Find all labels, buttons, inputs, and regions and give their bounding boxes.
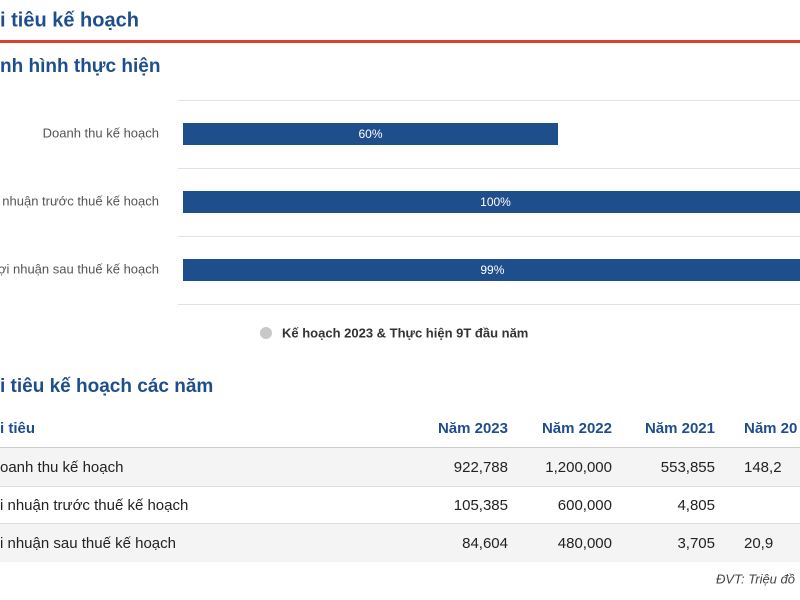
column-header: Năm 2021 [645,420,715,437]
table-cell: i nhuận trước thuế kế hoạch [0,497,188,514]
column-header: Năm 20 [744,420,797,437]
table-cell: 480,000 [558,535,612,552]
table-cell: 600,000 [558,497,612,514]
title-rule [0,40,800,43]
table-cell: 84,604 [462,535,508,552]
table-title: i tiêu kế hoạch các năm [0,376,213,397]
table-cell: oanh thu kế hoạch [0,459,123,476]
row-background [0,448,800,486]
table-cell: 148,2 [744,459,782,476]
chart-title: nh hình thực hiện [0,56,160,77]
bar [183,259,800,281]
bar [183,191,800,213]
legend-label: Kế hoạch 2023 & Thực hiện 9T đầu năm [282,325,528,340]
column-header: i tiêu [0,420,35,437]
category-label: Lợi nhuận sau thuế kế hoạch [0,261,159,276]
legend-marker [260,327,272,339]
unit-note: ĐVT: Triệu đồ [716,571,795,586]
table-cell: 553,855 [661,459,715,476]
table-cell: 1,200,000 [545,459,612,476]
value-label: 100% [480,195,511,209]
table-cell: 3,705 [677,535,715,552]
table-cell: 20,9 [744,535,773,552]
table-cell: 4,805 [677,497,715,514]
page-title: i tiêu kế hoạch [0,9,139,31]
value-label: 60% [358,127,382,141]
table-cell: i nhuận sau thuế kế hoạch [0,535,176,552]
column-header: Năm 2022 [542,420,612,437]
value-label: 99% [480,263,504,277]
category-label: i nhuận trước thuế kế hoạch [0,193,159,208]
row-background [0,524,800,562]
column-header: Năm 2023 [438,420,508,437]
table-cell: 105,385 [454,497,508,514]
table-cell: 922,788 [454,459,508,476]
category-label: Doanh thu kế hoạch [43,125,159,140]
bar [183,123,558,145]
